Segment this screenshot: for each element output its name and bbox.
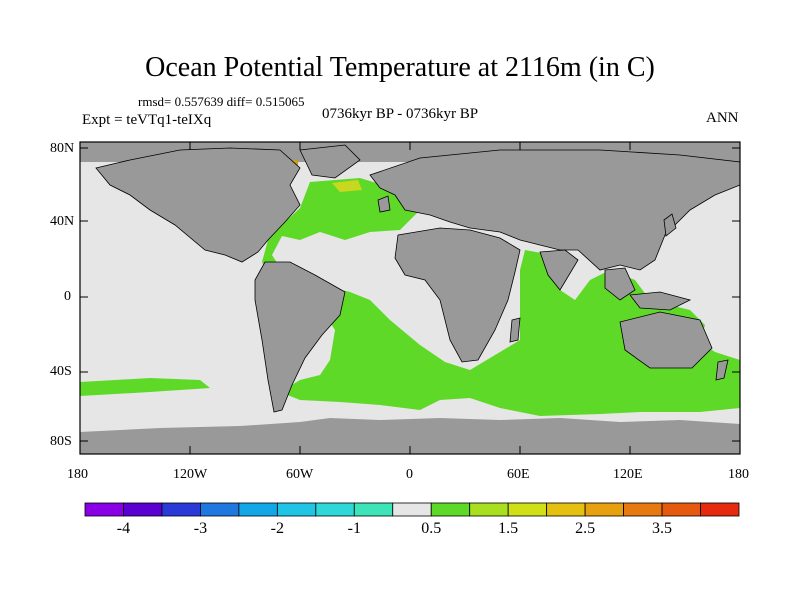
pacific-south-strip xyxy=(80,378,210,396)
atlantic-anomaly xyxy=(262,178,740,416)
colorbar-swatch xyxy=(123,502,163,517)
greenland xyxy=(299,144,361,179)
colorbar-label: 3.5 xyxy=(652,520,673,537)
lon-tick-60w: 60W xyxy=(286,467,314,482)
colorbar-label: 0.5 xyxy=(421,520,442,537)
lon-tick-120w: 120W xyxy=(173,467,208,482)
lat-tick-40s: 40S xyxy=(50,364,72,379)
colorbar-swatch xyxy=(430,502,471,517)
antarctic-coast xyxy=(80,418,740,454)
colorbar-swatch xyxy=(315,502,355,517)
colorbar-swatch xyxy=(276,502,317,517)
season-label: ANN xyxy=(706,110,739,126)
lat-tick-80s: 80S xyxy=(50,434,72,449)
colorbar-swatch xyxy=(238,502,278,517)
colorbar-label: -2 xyxy=(270,520,284,537)
japan xyxy=(663,213,677,237)
colorbar-swatch xyxy=(353,502,394,517)
lat-tick-80n: 80N xyxy=(50,141,75,156)
colorbar-swatch xyxy=(584,502,624,517)
stats-label: rmsd= 0.557639 diff= 0.515065 xyxy=(138,94,305,109)
north-america xyxy=(95,147,301,263)
lon-tick-60e: 60E xyxy=(507,467,530,482)
australia xyxy=(619,311,713,369)
north-atlantic-patch xyxy=(332,180,362,192)
colorbar-swatch xyxy=(161,502,201,517)
colorbar-label: -3 xyxy=(193,520,208,537)
lon-tick-120e: 120E xyxy=(613,467,643,482)
colorbar xyxy=(84,502,740,517)
india xyxy=(539,249,579,291)
colorbar-swatch xyxy=(469,502,509,517)
colorbar-label: -4 xyxy=(116,520,131,537)
axis-ticks xyxy=(79,142,741,454)
africa xyxy=(394,227,521,363)
lat-tick-40n: 40N xyxy=(50,214,75,229)
continents xyxy=(95,144,741,413)
experiment-label: Expt = teVTq1-teIXq xyxy=(82,112,212,128)
uk xyxy=(377,195,391,213)
colorbar-swatch xyxy=(546,502,586,517)
colorbar-swatch xyxy=(84,502,124,517)
colorbar-label: -1 xyxy=(347,520,361,537)
lat-tick-0: 0 xyxy=(64,289,71,304)
maritime-islands xyxy=(629,291,692,311)
colorbar-swatch xyxy=(392,502,432,517)
colorbar-label: 1.5 xyxy=(498,520,519,537)
eurasia xyxy=(369,149,741,271)
colorbar-swatch xyxy=(700,502,740,517)
south-america xyxy=(254,261,346,413)
southeast-asia xyxy=(604,267,636,301)
lon-tick-0: 0 xyxy=(406,467,413,482)
colorbar-swatch xyxy=(661,502,701,517)
map-title: Ocean Potential Temperature at 2116m (in… xyxy=(145,52,655,83)
new-zealand xyxy=(715,359,729,381)
colorbar-swatch xyxy=(623,502,663,517)
lon-tick-180e: 180 xyxy=(728,467,749,482)
madagascar xyxy=(509,317,521,343)
period-label: 0736kyr BP - 0736kyr BP xyxy=(322,106,479,122)
colorbar-swatch xyxy=(507,502,548,517)
lon-tick-180w: 180 xyxy=(67,467,88,482)
colorbar-label: 2.5 xyxy=(575,520,596,537)
colorbar-swatch xyxy=(200,502,240,517)
